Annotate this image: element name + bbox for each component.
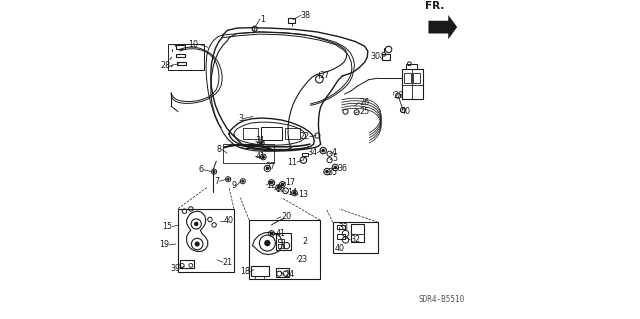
- Circle shape: [262, 156, 264, 158]
- Bar: [223, 144, 274, 163]
- Bar: [276, 233, 291, 250]
- Circle shape: [270, 181, 273, 184]
- Bar: [178, 209, 234, 272]
- Circle shape: [227, 178, 229, 180]
- Text: FR.: FR.: [424, 1, 444, 11]
- Text: 25: 25: [359, 107, 369, 116]
- Circle shape: [242, 180, 244, 182]
- Text: 19: 19: [159, 241, 170, 249]
- Text: 40: 40: [401, 107, 410, 116]
- Text: 13: 13: [298, 190, 308, 199]
- Circle shape: [334, 166, 337, 169]
- Text: 31: 31: [255, 137, 266, 145]
- Text: 9: 9: [231, 181, 236, 190]
- Text: 10: 10: [188, 40, 198, 48]
- Text: 23: 23: [297, 255, 307, 263]
- Bar: [351, 224, 364, 242]
- Text: 2: 2: [303, 237, 308, 246]
- Bar: [333, 222, 378, 253]
- Circle shape: [270, 232, 273, 235]
- Bar: [249, 220, 320, 279]
- Bar: [382, 54, 390, 60]
- Text: 22: 22: [300, 132, 310, 141]
- Text: 16: 16: [275, 185, 285, 194]
- Text: 36: 36: [338, 164, 348, 173]
- Bar: [177, 54, 186, 57]
- Circle shape: [281, 183, 284, 186]
- Circle shape: [195, 241, 200, 247]
- Text: 12: 12: [266, 181, 276, 189]
- Bar: [180, 260, 194, 268]
- Text: 40: 40: [334, 244, 344, 253]
- Text: 6: 6: [198, 165, 204, 174]
- Bar: [278, 239, 284, 242]
- Text: 1: 1: [260, 15, 265, 24]
- Circle shape: [322, 149, 324, 152]
- Text: 3: 3: [239, 114, 243, 123]
- Bar: [404, 73, 411, 83]
- Bar: [303, 153, 308, 156]
- Text: 37: 37: [266, 162, 276, 171]
- Circle shape: [213, 171, 215, 173]
- Circle shape: [326, 170, 328, 173]
- Bar: [261, 127, 282, 140]
- Bar: [276, 268, 289, 277]
- Text: 4: 4: [332, 148, 337, 157]
- Text: 11: 11: [287, 158, 297, 167]
- Bar: [252, 266, 269, 276]
- Text: 39: 39: [170, 264, 180, 273]
- Text: 41: 41: [255, 152, 266, 161]
- Bar: [406, 64, 417, 69]
- Text: 38: 38: [301, 11, 311, 20]
- Text: 21: 21: [223, 258, 233, 267]
- Text: 26: 26: [359, 98, 369, 107]
- Circle shape: [293, 192, 296, 194]
- Bar: [177, 62, 186, 65]
- Text: 32: 32: [350, 235, 360, 244]
- Circle shape: [264, 240, 271, 246]
- Text: 28: 28: [161, 61, 171, 70]
- Text: 40: 40: [223, 216, 234, 225]
- Text: 18: 18: [241, 267, 250, 276]
- Text: 5: 5: [332, 154, 337, 163]
- Polygon shape: [428, 15, 457, 39]
- Text: 41: 41: [276, 229, 286, 238]
- Bar: [288, 18, 295, 23]
- Text: 15: 15: [163, 222, 173, 231]
- Text: SDR4-B5510: SDR4-B5510: [419, 295, 465, 304]
- Circle shape: [194, 222, 198, 226]
- Bar: [243, 128, 258, 139]
- Bar: [402, 69, 422, 99]
- Circle shape: [277, 186, 280, 189]
- Text: 30: 30: [370, 52, 380, 61]
- Bar: [278, 244, 284, 248]
- Bar: [285, 128, 300, 139]
- Text: 17: 17: [285, 178, 296, 187]
- Text: 34: 34: [307, 148, 317, 157]
- Bar: [168, 44, 204, 70]
- Text: 33: 33: [339, 223, 349, 232]
- Bar: [413, 73, 420, 83]
- Bar: [337, 234, 344, 239]
- Text: 35: 35: [327, 168, 337, 177]
- Text: 27: 27: [319, 71, 330, 80]
- Text: 24: 24: [284, 270, 294, 279]
- Bar: [177, 45, 186, 49]
- Text: 8: 8: [217, 145, 221, 154]
- Circle shape: [266, 167, 269, 170]
- Text: 14: 14: [287, 188, 298, 197]
- Circle shape: [260, 142, 262, 144]
- Bar: [337, 225, 344, 229]
- Text: 7: 7: [214, 177, 220, 186]
- Text: 20: 20: [281, 212, 291, 221]
- Text: 29: 29: [394, 91, 404, 100]
